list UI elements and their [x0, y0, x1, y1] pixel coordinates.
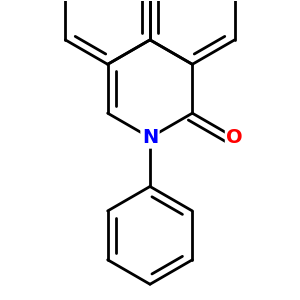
Text: N: N — [142, 128, 158, 147]
Text: O: O — [226, 128, 243, 147]
